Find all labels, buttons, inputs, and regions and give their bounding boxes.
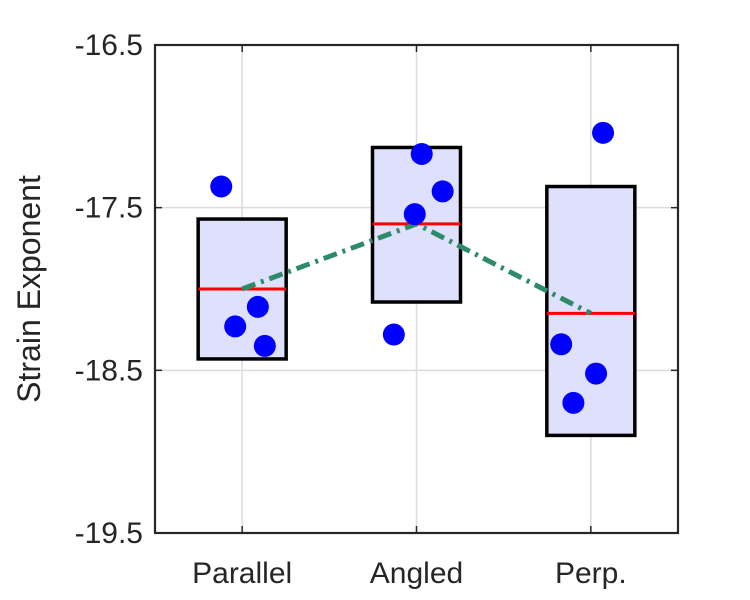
point-1-2 bbox=[403, 203, 426, 226]
point-0-3 bbox=[253, 334, 276, 357]
point-2-2 bbox=[585, 362, 608, 385]
point-1-3 bbox=[382, 323, 405, 346]
box-2 bbox=[545, 184, 637, 438]
x-tick-label-2: Perp. bbox=[555, 557, 627, 590]
y-tick-label-1: -17.5 bbox=[75, 192, 143, 225]
y-tick-label-2: -18.5 bbox=[75, 354, 143, 387]
y-tick-label-0: -16.5 bbox=[75, 29, 143, 62]
point-1-1 bbox=[431, 180, 454, 203]
x-tick-label-1: Angled bbox=[370, 557, 463, 590]
data-points bbox=[210, 121, 615, 414]
point-2-0 bbox=[592, 121, 615, 144]
point-0-2 bbox=[224, 315, 247, 338]
point-0-1 bbox=[246, 295, 269, 318]
x-tick-label-0: Parallel bbox=[192, 557, 292, 590]
point-2-1 bbox=[550, 333, 573, 356]
y-axis-label: Strain Exponent bbox=[11, 175, 47, 403]
x-tick-labels: Parallel Angled Perp. bbox=[192, 45, 627, 590]
point-1-0 bbox=[410, 142, 433, 165]
y-tick-label-3: -19.5 bbox=[75, 517, 143, 550]
point-0-0 bbox=[210, 175, 233, 198]
y-tick-labels: -16.5 -17.5 -18.5 -19.5 bbox=[75, 29, 678, 550]
point-2-3 bbox=[562, 391, 585, 414]
